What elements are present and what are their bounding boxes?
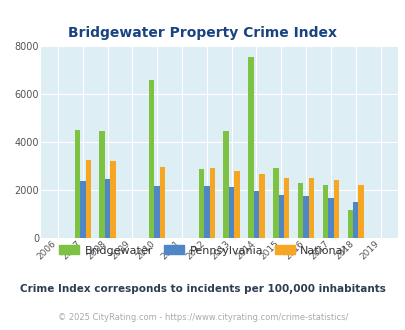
Bar [258, 174, 264, 238]
Bar [160, 167, 165, 238]
Bar [308, 178, 313, 238]
Bar [198, 169, 204, 238]
Bar [322, 185, 327, 238]
Text: © 2025 CityRating.com - https://www.cityrating.com/crime-statistics/: © 2025 CityRating.com - https://www.city… [58, 313, 347, 322]
Bar [284, 178, 289, 238]
Bar [248, 57, 253, 238]
Bar [333, 180, 338, 238]
Bar [154, 186, 160, 238]
Bar [352, 202, 358, 238]
Legend: Bridgewater, Pennsylvania, National: Bridgewater, Pennsylvania, National [55, 241, 350, 260]
Bar [209, 168, 215, 238]
Bar [234, 171, 239, 238]
Bar [99, 131, 104, 238]
Bar [278, 194, 284, 238]
Bar [104, 179, 110, 238]
Text: Bridgewater Property Crime Index: Bridgewater Property Crime Index [68, 26, 337, 40]
Bar [228, 187, 234, 238]
Bar [204, 186, 209, 238]
Bar [358, 185, 363, 238]
Bar [75, 130, 80, 238]
Bar [223, 131, 228, 238]
Bar [327, 198, 333, 238]
Bar [85, 160, 91, 238]
Bar [149, 80, 154, 238]
Bar [80, 182, 85, 238]
Bar [110, 161, 115, 238]
Text: Crime Index corresponds to incidents per 100,000 inhabitants: Crime Index corresponds to incidents per… [20, 284, 385, 294]
Bar [303, 196, 308, 238]
Bar [273, 168, 278, 238]
Bar [253, 191, 258, 238]
Bar [347, 210, 352, 238]
Bar [297, 182, 303, 238]
